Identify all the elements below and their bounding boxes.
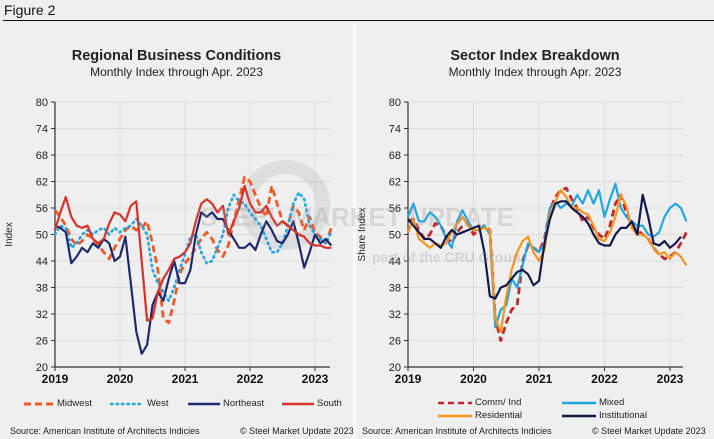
y-tick-label: 50 [36,230,48,242]
watermark-logo-icon [240,160,330,250]
y-axis-label: Share Index [357,208,368,262]
source-note: Source: American Institute of Architects… [10,426,200,436]
y-tick-label: 62 [389,177,401,189]
figure-rule [3,20,714,21]
legend-label: Institutional [599,410,648,421]
legend-northeast: Northeast [188,398,264,409]
y-tick-label: 26 [36,336,48,348]
mixed-swatch-icon [562,401,596,404]
x-tick-label: 2022 [591,372,618,386]
y-tick-label: 80 [389,97,401,109]
series-line-northeast [54,211,333,355]
northeast-swatch-icon [188,402,220,405]
y-tick-label: 56 [389,203,401,215]
y-tick-label: 50 [389,230,401,242]
x-tick-label: 2019 [42,372,69,386]
x-tick-label: 2022 [237,372,264,386]
residential-swatch-icon [438,414,472,417]
figure-label: Figure 2 [4,2,56,18]
y-tick-label: 68 [36,150,48,162]
x-tick-label: 2023 [302,372,329,386]
legend-west: West [110,398,168,409]
legend-label: Comm/ Ind [475,397,522,408]
legend-label: Northeast [223,398,265,409]
copyright-note: © Steel Market Update 2023 [240,426,354,436]
legend-label: South [317,398,342,409]
y-tick-label: 80 [36,97,48,109]
y-tick-label: 62 [36,177,48,189]
copyright-note: © Steel Market Update 2023 [592,426,706,436]
source-note: Source: American Institute of Architects… [362,426,552,436]
legend-midwest: Midwest [24,398,92,409]
y-tick-label: 38 [36,283,48,295]
midwest-swatch-icon [24,402,54,405]
x-tick-label: 2020 [107,372,134,386]
y-tick-label: 74 [36,124,48,136]
legend-label: Midwest [57,398,92,409]
sector-chart-panel: Sector Index Breakdown Monthly Index thr… [356,24,714,439]
legend-institutional: Institutional [562,410,647,421]
y-tick-label: 32 [36,309,48,321]
legend-mixed: Mixed [562,397,624,408]
institutional-swatch-icon [562,414,596,417]
y-tick-label: 26 [389,336,401,348]
chart-subtitle: Monthly Index through Apr. 2023 [90,65,263,79]
y-tick-label: 44 [36,256,48,268]
watermark-subtext: part of the CRU Group [372,249,521,265]
legend-label: West [147,398,169,409]
legend-comm-ind: Comm/ Ind [438,397,521,408]
x-tick-label: 2023 [657,372,684,386]
legend-residential: Residential [438,410,522,421]
chart-title: Regional Business Conditions [71,48,282,64]
west-swatch-icon [110,402,144,405]
y-tick-label: 56 [36,203,48,215]
y-tick-label: 38 [389,283,401,295]
legend-label: Mixed [599,397,625,408]
y-axis-label: Index [4,222,15,246]
y-tick-label: 20 [389,362,401,374]
legend-label: Residential [475,410,522,421]
legend-south: South [282,398,342,409]
y-tick-label: 32 [389,309,401,321]
x-tick-label: 2020 [460,372,487,386]
panel-divider [353,24,356,439]
chart-subtitle: Monthly Index through Apr. 2023 [448,65,622,79]
comm-ind-swatch-icon [438,401,472,404]
y-tick-label: 68 [389,150,401,162]
south-swatch-icon [282,402,314,405]
x-tick-label: 2021 [172,372,199,386]
y-tick-label: 20 [36,362,48,374]
series-line-south [53,184,332,322]
chart-title: Sector Index Breakdown [450,48,620,64]
watermark-text: STEEL MARKET UPDATE [200,202,514,232]
regional-chart-panel: Regional Business Conditions Monthly Ind… [0,24,353,439]
y-tick-label: 44 [389,256,401,268]
x-tick-label: 2019 [395,372,422,386]
series-line-institutional [407,193,682,300]
y-tick-label: 74 [389,124,401,136]
x-tick-label: 2021 [526,372,553,386]
